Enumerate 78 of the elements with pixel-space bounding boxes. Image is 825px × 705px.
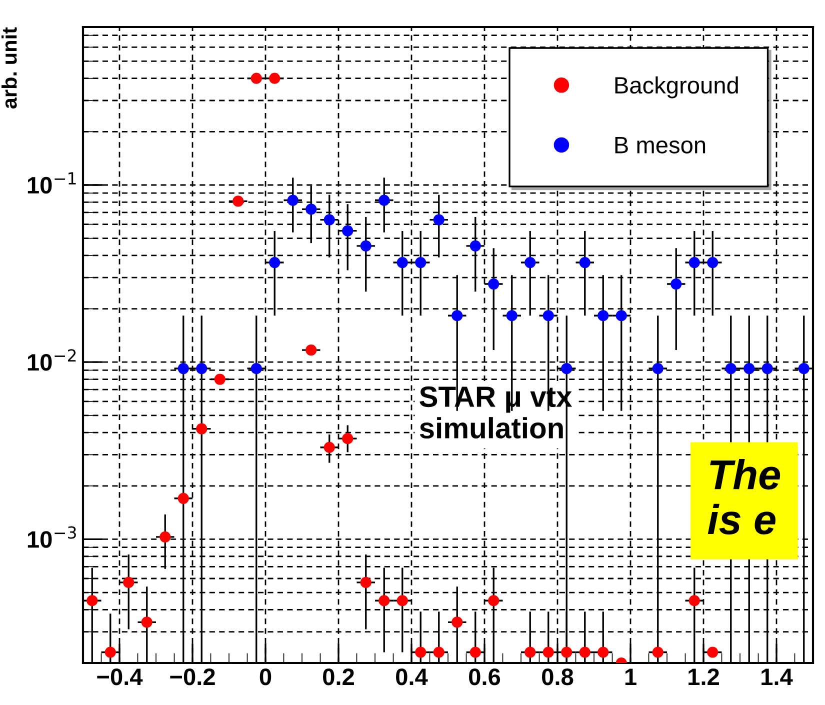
point xyxy=(269,256,280,268)
point xyxy=(688,256,700,268)
point xyxy=(396,595,408,606)
point xyxy=(452,310,463,322)
point xyxy=(342,225,354,236)
point xyxy=(542,310,554,322)
point xyxy=(141,616,152,628)
point xyxy=(415,646,426,658)
y-tick-label: 10$^{−1}$ xyxy=(28,172,76,194)
x-tick-label: −0.2 xyxy=(170,668,215,686)
point xyxy=(470,240,481,252)
x-tick-label: −0.4 xyxy=(97,668,143,686)
point xyxy=(707,256,718,268)
point xyxy=(360,240,372,252)
legend-label: Background xyxy=(615,76,738,98)
point xyxy=(196,362,208,374)
point xyxy=(561,362,572,374)
point xyxy=(524,256,536,268)
point xyxy=(506,310,518,322)
point xyxy=(524,646,536,658)
point xyxy=(287,194,298,206)
point xyxy=(324,442,335,453)
x-tick-label: 1 xyxy=(625,668,636,685)
point xyxy=(306,204,317,215)
point xyxy=(452,616,463,628)
point xyxy=(598,310,609,322)
point xyxy=(433,646,444,658)
point xyxy=(342,433,354,444)
point xyxy=(178,362,189,374)
point xyxy=(214,374,226,385)
legend-label: B meson xyxy=(615,136,706,154)
y-axis-title: arb. unit xyxy=(2,27,17,109)
point xyxy=(470,646,481,658)
x-tick-label: 0.8 xyxy=(542,668,574,686)
point xyxy=(378,595,390,606)
y-tick-label: 10$^{−3}$ xyxy=(28,526,76,548)
point xyxy=(123,576,134,588)
point xyxy=(250,362,262,374)
x-tick-label: 0.6 xyxy=(469,668,500,686)
point xyxy=(688,595,700,606)
point xyxy=(306,344,317,356)
point xyxy=(798,362,810,374)
point xyxy=(652,646,664,658)
point xyxy=(670,278,682,290)
point xyxy=(561,646,572,658)
point xyxy=(269,72,280,84)
point xyxy=(86,595,98,606)
point xyxy=(433,214,444,226)
point xyxy=(360,576,372,588)
point xyxy=(542,646,554,658)
point xyxy=(725,362,736,374)
point xyxy=(160,531,171,542)
point xyxy=(396,256,408,268)
point xyxy=(378,194,390,206)
y-tick-label: 10$^{−2}$ xyxy=(28,349,76,371)
x-tick-label: 0.2 xyxy=(323,668,354,686)
point xyxy=(579,256,590,268)
point xyxy=(707,646,718,658)
point xyxy=(232,196,244,207)
point xyxy=(178,492,189,504)
point xyxy=(579,646,590,658)
x-tick-label: 0 xyxy=(260,668,272,686)
point xyxy=(250,72,262,84)
point xyxy=(744,362,755,374)
point xyxy=(324,214,335,226)
point xyxy=(598,646,609,658)
point xyxy=(415,256,426,268)
point xyxy=(616,310,627,322)
x-tick-label: 0.4 xyxy=(396,668,428,686)
x-tick-label: 1.4 xyxy=(762,668,793,685)
point xyxy=(104,646,116,658)
point xyxy=(762,362,773,374)
point xyxy=(488,595,500,606)
point xyxy=(488,278,500,290)
annotation: The is e xyxy=(708,458,780,534)
point xyxy=(196,423,208,434)
x-tick-label: 1.2 xyxy=(688,668,719,685)
point xyxy=(652,362,664,374)
